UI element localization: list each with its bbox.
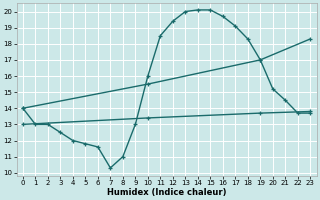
X-axis label: Humidex (Indice chaleur): Humidex (Indice chaleur) [107,188,226,197]
